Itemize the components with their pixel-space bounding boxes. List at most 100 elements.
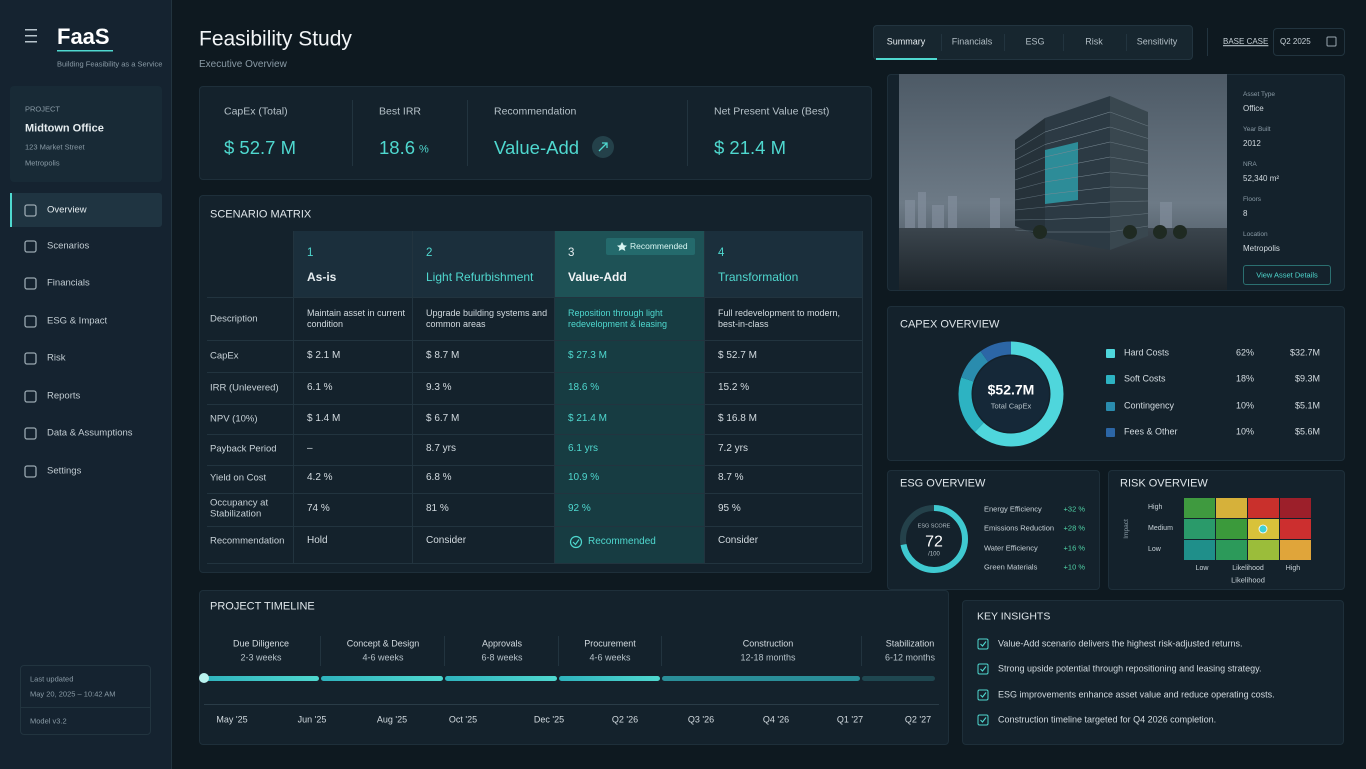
check-mark — [572, 539, 580, 546]
row-label: CapEx — [210, 350, 239, 362]
last-updated-date: May 20, 2025 – 10:42 AM — [30, 689, 116, 699]
table-cell: Upgrade building systems and common area… — [426, 308, 548, 329]
insight-check — [980, 641, 987, 647]
section-title: ESG OVERVIEW — [900, 477, 986, 490]
row-label: Yield on Cost — [210, 472, 267, 484]
building-floor-line — [1044, 186, 1111, 195]
scenario-name: Light Refurbishment — [426, 269, 534, 284]
phase-bar — [445, 676, 557, 681]
tab-active-underline — [876, 58, 937, 60]
risk-cell — [1216, 519, 1247, 539]
table-col-line — [704, 231, 705, 563]
row-label: Recommendation — [210, 535, 285, 547]
risk-cell — [1216, 498, 1247, 518]
timeline-axis — [204, 704, 939, 705]
building-floor-line — [1014, 206, 1046, 211]
phase-name: Procurement — [584, 638, 636, 649]
risk-x-label: Low — [1195, 564, 1209, 572]
insight-check — [980, 717, 987, 723]
tree — [1123, 225, 1137, 239]
risk-cell — [1280, 519, 1311, 539]
recommended-badge — [606, 238, 695, 255]
phase-divider — [661, 636, 662, 666]
scenario-number: 3 — [568, 247, 575, 260]
timeline-panel — [199, 590, 949, 745]
asset-detail-label: Asset Type — [1243, 91, 1276, 99]
nav-item[interactable]: Risk — [47, 352, 66, 364]
row-label: Payback Period — [210, 443, 277, 455]
asset-detail-value: 52,340 m² — [1243, 174, 1280, 184]
nav-item[interactable]: Reports — [47, 390, 81, 402]
building-floor-line — [1014, 144, 1046, 161]
section-title: RISK OVERVIEW — [1120, 477, 1208, 490]
nav-icon — [24, 277, 37, 290]
table-cell: 92 % — [568, 503, 591, 514]
nav-item[interactable]: Settings — [47, 465, 82, 477]
table-row-line — [207, 297, 862, 298]
esg-item-value: +10 % — [1063, 562, 1085, 572]
table-col-line — [293, 231, 294, 563]
skyline-building — [932, 205, 944, 230]
donut-center — [973, 356, 1049, 432]
capex-item-amount: $5.6M — [1294, 426, 1320, 437]
asset-detail-label: Floors — [1243, 196, 1262, 204]
insight-text: Construction timeline targeted for Q4 20… — [998, 714, 1217, 725]
capex-item-name: Contingency — [1124, 400, 1175, 411]
building-floor-line — [1044, 171, 1111, 183]
timeline-date: May '25 — [216, 714, 248, 725]
risk-cell — [1280, 540, 1311, 560]
insight-text: Strong upside potential through repositi… — [998, 663, 1262, 674]
kpi-label: CapEx (Total) — [224, 105, 288, 118]
table-row-line — [207, 526, 862, 527]
phase-name: Stabilization — [885, 638, 935, 649]
building-floor-line — [1014, 181, 1046, 191]
risk-cell — [1248, 540, 1279, 560]
building-floor-line — [1014, 156, 1046, 171]
tab-divider — [1063, 34, 1064, 51]
esg-item-name: Green Materials — [984, 562, 1038, 572]
check-icon — [569, 535, 583, 549]
skyline-building — [1160, 202, 1172, 230]
table-cell: 9.3 % — [426, 382, 452, 393]
section-title: SCENARIO MATRIX — [210, 208, 312, 221]
period-select[interactable] — [1273, 28, 1345, 56]
timeline-date: Jun '25 — [297, 714, 327, 725]
tab[interactable]: ESG — [1025, 36, 1045, 47]
timeline-date: Dec '25 — [533, 714, 565, 725]
insight-checkbox — [977, 638, 989, 650]
tab[interactable]: Risk — [1085, 36, 1103, 47]
view-asset-button-text[interactable]: View Asset Details — [1256, 270, 1318, 280]
table-col-line — [412, 231, 413, 563]
phase-duration: 2-3 weeks — [240, 652, 282, 663]
building-floor-line — [1044, 201, 1111, 208]
table-row-line — [207, 563, 862, 564]
insight-checkbox — [977, 663, 989, 675]
phase-duration: 6-8 weeks — [481, 652, 523, 663]
table-cell: 4.2 % — [307, 472, 333, 483]
legend-swatch — [1106, 428, 1115, 437]
nav-item[interactable]: Financials — [47, 277, 90, 289]
kpi-label: Net Present Value (Best) — [714, 105, 830, 118]
capex-item-percent: 10% — [1236, 400, 1255, 411]
base-case-link[interactable]: BASE CASE — [1223, 37, 1269, 47]
project-city: Metropolis — [25, 158, 60, 168]
table-cell: 7.2 yrs — [718, 443, 749, 454]
tab[interactable]: Sensitivity — [1136, 36, 1178, 47]
project-address: 123 Market Street — [25, 142, 85, 152]
nav-item[interactable]: Data & Assumptions — [47, 427, 133, 439]
nav-item[interactable]: Scenarios — [47, 240, 90, 252]
phase-bar — [204, 676, 319, 681]
kpi-value: $ 21.4 M — [714, 136, 786, 158]
nav-item[interactable]: Overview — [47, 204, 87, 216]
tab[interactable]: Financials — [951, 36, 993, 47]
nav-item[interactable]: ESG & Impact — [47, 315, 108, 327]
asset-detail-value: 2012 — [1243, 139, 1261, 149]
view-asset-button[interactable] — [1243, 265, 1331, 285]
timeline-date: Q1 '27 — [836, 714, 864, 725]
tab[interactable]: Summary — [886, 36, 926, 47]
logo-underline — [57, 50, 113, 52]
esg-item-value: +16 % — [1063, 543, 1085, 553]
timeline-date: Q3 '26 — [687, 714, 715, 725]
legend-swatch — [1106, 375, 1115, 384]
